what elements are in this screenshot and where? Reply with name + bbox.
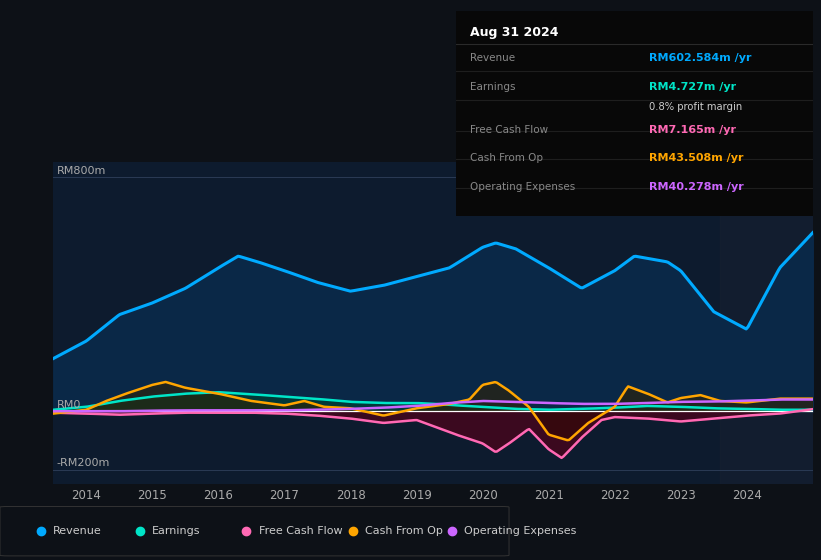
Text: Free Cash Flow: Free Cash Flow	[259, 526, 342, 535]
Text: RM7.165m /yr: RM7.165m /yr	[649, 125, 736, 135]
Text: Revenue: Revenue	[53, 526, 102, 535]
Text: -RM200m: -RM200m	[57, 458, 110, 468]
Text: RM4.727m /yr: RM4.727m /yr	[649, 82, 736, 92]
Text: Operating Expenses: Operating Expenses	[464, 526, 576, 535]
Text: RM602.584m /yr: RM602.584m /yr	[649, 53, 751, 63]
Text: RM40.278m /yr: RM40.278m /yr	[649, 182, 743, 192]
Text: 0.8% profit margin: 0.8% profit margin	[649, 102, 741, 112]
Text: Free Cash Flow: Free Cash Flow	[470, 125, 548, 135]
Text: Cash From Op: Cash From Op	[365, 526, 443, 535]
Text: RM0: RM0	[57, 400, 81, 410]
Bar	[720, 162, 813, 484]
Text: Revenue: Revenue	[470, 53, 515, 63]
Text: RM800m: RM800m	[57, 166, 106, 176]
Text: RM43.508m /yr: RM43.508m /yr	[649, 153, 743, 164]
Text: Operating Expenses: Operating Expenses	[470, 182, 576, 192]
Text: Cash From Op: Cash From Op	[470, 153, 543, 164]
Text: Earnings: Earnings	[152, 526, 200, 535]
Text: Aug 31 2024: Aug 31 2024	[470, 26, 558, 39]
Text: Earnings: Earnings	[470, 82, 516, 92]
